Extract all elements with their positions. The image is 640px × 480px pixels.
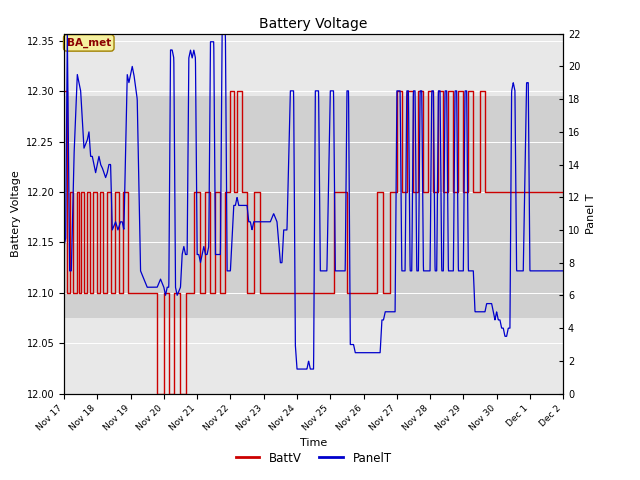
X-axis label: Time: Time <box>300 438 327 448</box>
Title: Battery Voltage: Battery Voltage <box>259 17 368 31</box>
Y-axis label: Panel T: Panel T <box>586 193 596 234</box>
Bar <box>64 96 563 318</box>
Legend: BattV, PanelT: BattV, PanelT <box>231 447 396 469</box>
Text: BA_met: BA_met <box>67 38 111 48</box>
Y-axis label: Battery Voltage: Battery Voltage <box>11 170 21 257</box>
